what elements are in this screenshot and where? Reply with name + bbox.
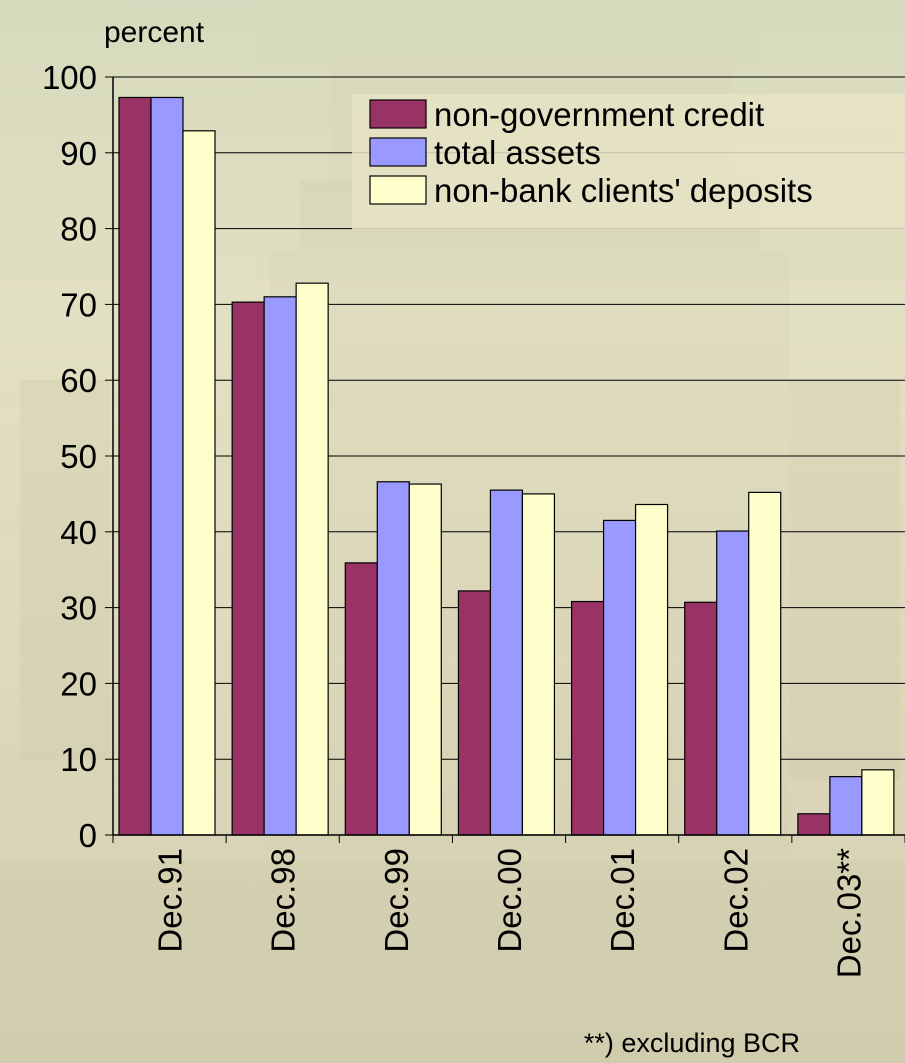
bar-credit (457, 590, 492, 836)
bar-deposits (634, 503, 669, 836)
x-tick-label: Dec.99 (378, 848, 415, 953)
legend-label: total assets (434, 134, 601, 171)
legend-label: non-bank clients' deposits (434, 172, 813, 209)
bar-credit (684, 601, 718, 836)
bar-credit (118, 96, 152, 836)
bar-assets (602, 519, 637, 836)
y-tick-label: 10 (60, 741, 97, 778)
bar-credit (344, 562, 378, 836)
y-tick-label: 100 (42, 59, 97, 96)
y-tick-label: 0 (79, 817, 97, 854)
y-tick-label: 40 (60, 514, 97, 551)
legend-swatch (369, 137, 427, 167)
x-tick-label: Dec.02 (717, 848, 754, 953)
y-tick-label: 70 (60, 286, 97, 323)
y-tick-label: 80 (60, 211, 97, 248)
x-tick-label: Dec.98 (265, 848, 302, 953)
x-tick-label: Dec.91 (152, 848, 189, 953)
x-tick-label: Dec.01 (604, 848, 641, 953)
bar-assets (489, 489, 524, 836)
bar-credit (797, 813, 831, 836)
bar-assets (376, 481, 410, 836)
y-axis-unit-label: percent (104, 16, 205, 49)
x-axis-labels: Dec.91 Dec.98 Dec.99 Dec.00 Dec.01 Dec.02 Dec.… (152, 848, 868, 978)
legend-swatch (369, 99, 427, 129)
bar-deposits (521, 493, 556, 836)
y-tick-label: 50 (60, 438, 97, 475)
y-axis-ticks: 0 10 20 30 40 50 60 70 80 90 100 (42, 59, 113, 854)
y-tick-label: 60 (60, 362, 97, 399)
bars (118, 96, 895, 836)
bar-deposits (182, 130, 216, 836)
bar-assets (263, 296, 297, 836)
bar-deposits (861, 769, 895, 836)
legend-label: non-government credit (434, 96, 764, 133)
bar-deposits (408, 483, 442, 836)
bar-assets (716, 530, 750, 836)
bar-credit (570, 600, 605, 836)
y-tick-label: 90 (60, 135, 97, 172)
bar-deposits (295, 282, 329, 836)
x-tick-label: Dec.03** (830, 848, 867, 978)
x-tick-label: Dec.00 (491, 848, 528, 953)
bar-deposits (748, 491, 782, 836)
legend-box (352, 94, 905, 230)
bar-assets (150, 96, 184, 836)
bar-credit (231, 301, 265, 836)
y-tick-label: 20 (60, 665, 97, 702)
legend-swatch (369, 175, 427, 205)
bar-assets (829, 776, 863, 836)
footnote: **) excluding BCR (584, 1028, 800, 1058)
y-tick-label: 30 (60, 590, 97, 627)
